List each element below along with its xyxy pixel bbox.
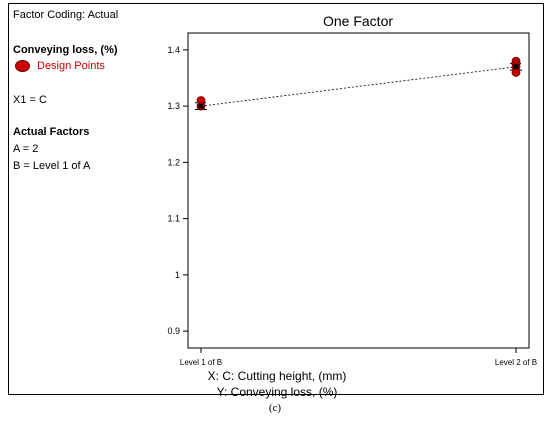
plot-marks — [195, 56, 522, 111]
x-tick-label: Level 2 of B — [495, 358, 537, 367]
response-name: Conveying loss, (%) — [13, 44, 118, 56]
x-tick-label: Level 1 of B — [180, 358, 222, 367]
x1-factor-label: X1 = C — [13, 94, 47, 106]
prediction-line — [200, 66, 517, 107]
y-tick-label: 0.9 — [167, 326, 180, 336]
x-axis: Level 1 of B Level 2 of B — [180, 348, 537, 367]
plot-area — [187, 32, 530, 349]
y-tick-label: 1 — [175, 270, 180, 280]
x-axis-title: X: C: Cutting height, (mm) — [207, 369, 347, 383]
chart-title: One Factor — [323, 13, 393, 29]
y-axis: 0.9 1 1.1 1.2 1.3 1.4 — [167, 45, 188, 336]
y-tick-label: 1.1 — [167, 214, 180, 224]
factor-coding-label: Factor Coding: Actual — [13, 9, 119, 21]
predicted-point — [513, 64, 519, 70]
y-tick-label: 1.4 — [167, 45, 180, 55]
figure-frame: Factor Coding: Actual Conveying loss, (%… — [8, 3, 544, 399]
y-axis-title: Y: Conveying loss, (%) — [216, 385, 338, 399]
factor-a-value: A = 2 — [13, 143, 39, 155]
y-tick-label: 1.2 — [167, 157, 180, 167]
design-point-marker-icon — [15, 60, 30, 72]
design-point — [511, 67, 521, 77]
actual-factors-heading: Actual Factors — [13, 126, 90, 138]
predicted-point — [198, 103, 204, 109]
figure-caption: (c) — [268, 402, 282, 414]
legend-design-points: Design Points — [15, 60, 105, 72]
factor-b-value: B = Level 1 of A — [13, 160, 91, 172]
y-tick-label: 1.3 — [167, 101, 180, 111]
one-factor-plot: One Factor 0.9 1 1.1 1.2 1.3 1.4 Level 1 of B… — [167, 13, 537, 367]
legend-label: Design Points — [37, 60, 105, 72]
